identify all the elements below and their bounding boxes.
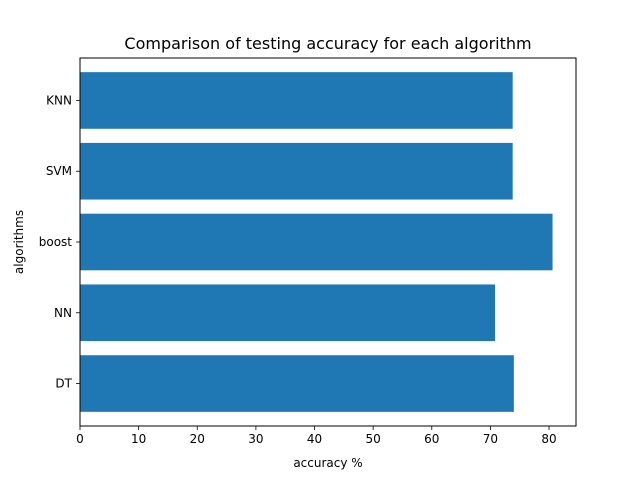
y-tick-label: NN [54, 306, 72, 320]
y-tick-label: boost [39, 235, 73, 249]
x-tick-label: 40 [307, 432, 322, 446]
x-tick-label: 0 [76, 432, 84, 446]
x-tick-label: 70 [483, 432, 498, 446]
bar-boost [80, 213, 553, 271]
bar-dt [80, 355, 514, 412]
x-axis-label: accuracy % [293, 456, 362, 470]
x-tick-label: 10 [131, 432, 146, 446]
y-tick-label: SVM [46, 164, 72, 178]
x-tick-label: 20 [190, 432, 205, 446]
y-axis: DT NN boost SVM KNN [39, 93, 80, 391]
x-axis: 0 10 20 30 40 50 60 70 80 [76, 426, 557, 446]
bar-knn [80, 72, 513, 129]
x-tick-label: 50 [366, 432, 381, 446]
x-tick-label: 80 [541, 432, 556, 446]
bar-svm [80, 142, 513, 200]
chart-title: Comparison of testing accuracy for each … [124, 34, 531, 53]
bars-layer [80, 72, 553, 412]
bar-nn [80, 284, 496, 342]
y-axis-label: algorithms [12, 210, 26, 274]
x-tick-label: 60 [424, 432, 439, 446]
y-tick-label: DT [55, 377, 72, 391]
x-tick-label: 30 [248, 432, 263, 446]
y-tick-label: KNN [46, 93, 72, 107]
